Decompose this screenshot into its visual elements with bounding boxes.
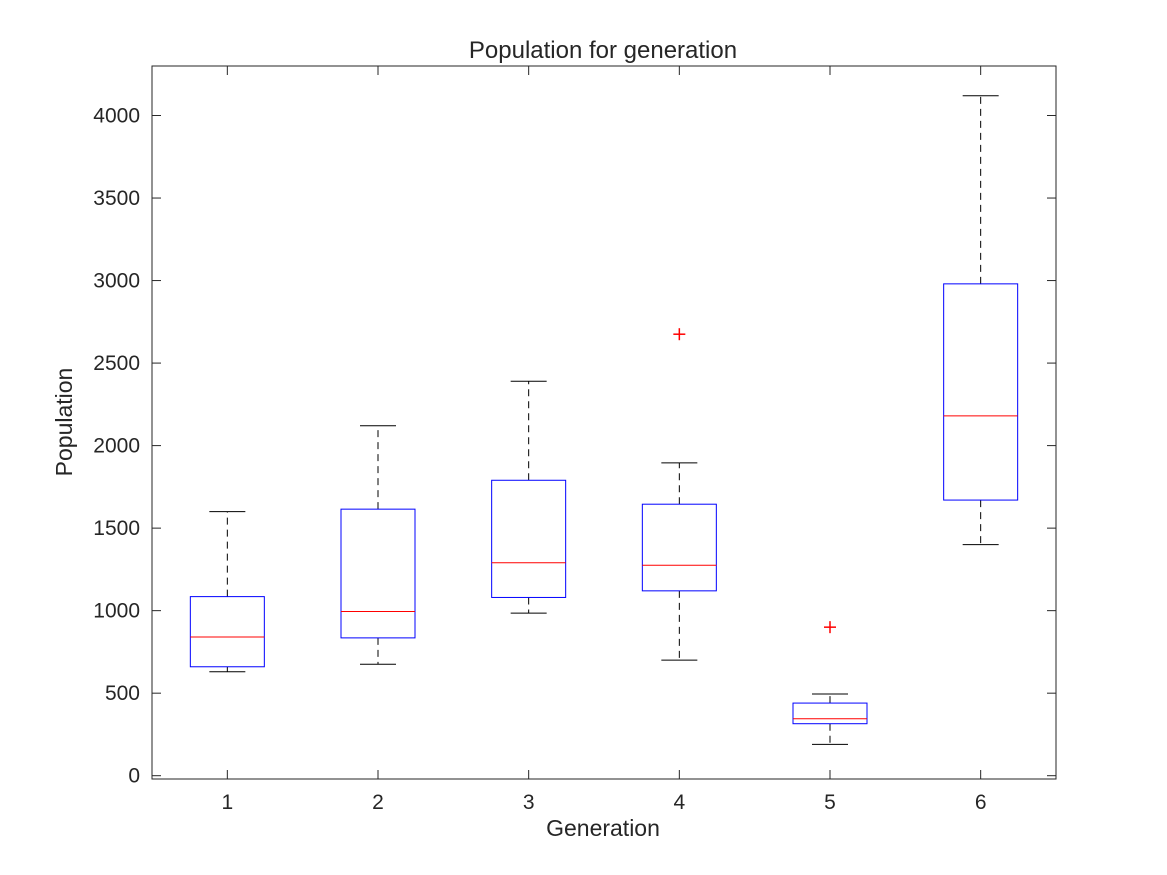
x-tick-label: 5 <box>824 791 836 814</box>
y-tick-label: 4000 <box>93 105 140 128</box>
iqr-box <box>340 508 416 639</box>
axis-ticks: 0 500 1000 1500 2000 2500 3000 3500 4000 1 2 3 4 5 6 <box>93 66 1056 814</box>
y-tick-label: 1500 <box>93 517 140 540</box>
x-axis-label: Generation <box>546 815 660 841</box>
iqr-box <box>943 283 1019 501</box>
iqr-box <box>792 702 868 725</box>
chart-title: Population for generation <box>469 37 737 64</box>
y-tick-label: 0 <box>128 765 140 788</box>
iqr-box <box>189 596 265 668</box>
x-tick-label: 2 <box>372 791 384 814</box>
y-axis-label: Population <box>51 368 77 477</box>
y-tick-label: 3500 <box>93 187 140 210</box>
box-1 <box>189 511 265 673</box>
box-5 <box>792 621 868 745</box>
y-tick-label: 1000 <box>93 600 140 623</box>
y-tick-label: 500 <box>105 682 140 705</box>
outlier-marker <box>824 621 836 634</box>
axes-box <box>151 65 1057 780</box>
box-4 <box>641 328 717 661</box>
y-tick-label: 3000 <box>93 270 140 293</box>
box-2 <box>340 425 416 665</box>
y-tick-label: 2000 <box>93 435 140 458</box>
axes-frame <box>151 65 1057 780</box>
box-6 <box>943 95 1019 546</box>
box-series <box>189 95 1019 745</box>
x-tick-label: 1 <box>221 791 233 814</box>
box-3 <box>491 380 567 614</box>
x-tick-label: 6 <box>975 791 987 814</box>
x-tick-label: 4 <box>673 791 685 814</box>
iqr-box <box>641 503 717 592</box>
iqr-box <box>491 479 567 598</box>
y-tick-label: 2500 <box>93 352 140 375</box>
outlier-marker <box>673 328 686 341</box>
x-tick-label: 3 <box>523 791 535 814</box>
